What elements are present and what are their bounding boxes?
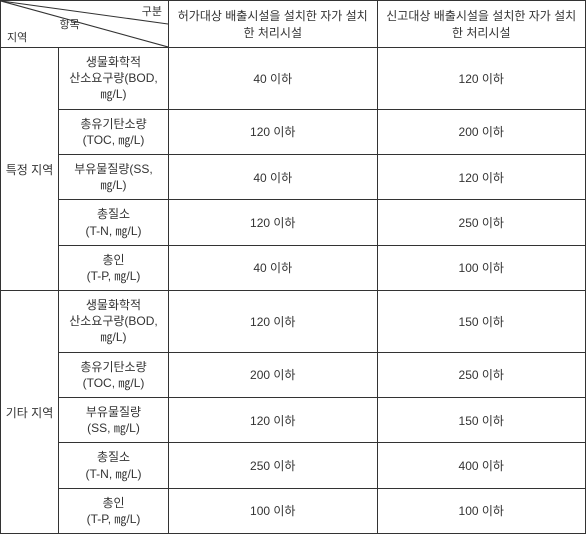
value-col2: 100 이하 — [377, 245, 586, 290]
table-row: 총인(T-P, ㎎/L)40 이하100 이하 — [1, 245, 586, 290]
param-cell: 총인(T-P, ㎎/L) — [59, 488, 169, 533]
value-col2: 250 이하 — [377, 352, 586, 397]
param-cell: 생물화학적산소요구량(BOD,㎎/L) — [59, 291, 169, 353]
value-col1: 40 이하 — [169, 48, 378, 110]
table-row: 기타 지역생물화학적산소요구량(BOD,㎎/L)120 이하150 이하 — [1, 291, 586, 353]
value-col1: 250 이하 — [169, 443, 378, 488]
param-cell: 총유기탄소량(TOC, ㎎/L) — [59, 352, 169, 397]
table-row: 부유물질량(SS, ㎎/L)120 이하150 이하 — [1, 398, 586, 443]
value-col2: 120 이하 — [377, 48, 586, 110]
value-col2: 200 이하 — [377, 109, 586, 154]
header-mid-label: 항목 — [59, 16, 79, 32]
table-row: 특정 지역생물화학적산소요구량(BOD,㎎/L)40 이하120 이하 — [1, 48, 586, 110]
value-col1: 120 이하 — [169, 200, 378, 245]
param-cell: 총질소(T-N, ㎎/L) — [59, 200, 169, 245]
table-row: 총유기탄소량(TOC, ㎎/L)120 이하200 이하 — [1, 109, 586, 154]
standards-table: 구분 항목 지역 허가대상 배출시설을 설치한 자가 설치한 처리시설 신고대상… — [0, 0, 586, 534]
value-col1: 100 이하 — [169, 488, 378, 533]
header-col2: 신고대상 배출시설을 설치한 자가 설치한 처리시설 — [377, 1, 586, 48]
value-col1: 200 이하 — [169, 352, 378, 397]
region-cell: 기타 지역 — [1, 291, 59, 534]
diagonal-header: 구분 항목 지역 — [1, 1, 169, 48]
param-cell: 생물화학적산소요구량(BOD,㎎/L) — [59, 48, 169, 110]
value-col1: 40 이하 — [169, 154, 378, 199]
header-row: 구분 항목 지역 허가대상 배출시설을 설치한 자가 설치한 처리시설 신고대상… — [1, 1, 586, 48]
value-col2: 120 이하 — [377, 154, 586, 199]
region-cell: 특정 지역 — [1, 48, 59, 291]
table-row: 부유물질량(SS,㎎/L)40 이하120 이하 — [1, 154, 586, 199]
header-col1: 허가대상 배출시설을 설치한 자가 설치한 처리시설 — [169, 1, 378, 48]
table-row: 총유기탄소량(TOC, ㎎/L)200 이하250 이하 — [1, 352, 586, 397]
param-cell: 총질소(T-N, ㎎/L) — [59, 443, 169, 488]
table-row: 총인(T-P, ㎎/L)100 이하100 이하 — [1, 488, 586, 533]
value-col2: 100 이하 — [377, 488, 586, 533]
table-body: 특정 지역생물화학적산소요구량(BOD,㎎/L)40 이하120 이하총유기탄소… — [1, 48, 586, 534]
table-row: 총질소(T-N, ㎎/L)120 이하250 이하 — [1, 200, 586, 245]
value-col2: 400 이하 — [377, 443, 586, 488]
header-top-label: 구분 — [142, 3, 162, 19]
value-col2: 250 이하 — [377, 200, 586, 245]
param-cell: 부유물질량(SS, ㎎/L) — [59, 398, 169, 443]
param-cell: 총인(T-P, ㎎/L) — [59, 245, 169, 290]
value-col1: 120 이하 — [169, 109, 378, 154]
value-col1: 40 이하 — [169, 245, 378, 290]
table-row: 총질소(T-N, ㎎/L)250 이하400 이하 — [1, 443, 586, 488]
header-bot-label: 지역 — [7, 29, 27, 45]
value-col1: 120 이하 — [169, 398, 378, 443]
value-col2: 150 이하 — [377, 398, 586, 443]
param-cell: 부유물질량(SS,㎎/L) — [59, 154, 169, 199]
param-cell: 총유기탄소량(TOC, ㎎/L) — [59, 109, 169, 154]
value-col1: 120 이하 — [169, 291, 378, 353]
value-col2: 150 이하 — [377, 291, 586, 353]
